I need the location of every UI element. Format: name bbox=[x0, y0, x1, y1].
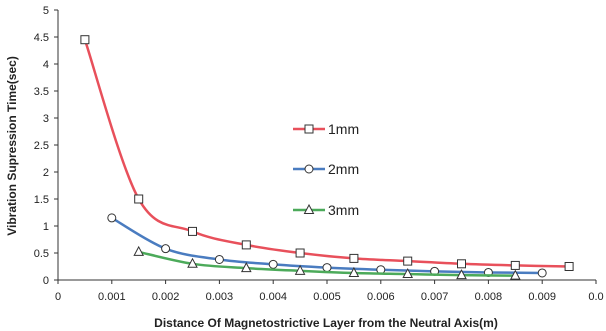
data-point-1mm bbox=[188, 226, 197, 236]
data-point-3mm bbox=[133, 245, 145, 256]
y-tick-label: 5 bbox=[43, 5, 49, 17]
data-point-2mm bbox=[214, 254, 224, 264]
x-tick-label: 0.005 bbox=[313, 291, 341, 303]
data-point-1mm bbox=[403, 256, 413, 266]
y-tick-label: 1 bbox=[43, 221, 49, 233]
x-tick-label: 0.007 bbox=[421, 291, 449, 303]
series-1mm bbox=[80, 35, 574, 271]
data-point-2mm bbox=[161, 244, 171, 254]
data-point-1mm bbox=[349, 253, 359, 263]
data-point-2mm bbox=[268, 259, 278, 269]
data-point-3mm bbox=[509, 269, 521, 280]
legend-label: 3mm bbox=[328, 202, 359, 218]
series-3mm bbox=[133, 245, 521, 280]
series-group bbox=[80, 35, 574, 280]
data-point-1mm bbox=[564, 262, 574, 271]
data-point-2mm bbox=[107, 213, 117, 223]
data-point-3mm bbox=[456, 269, 467, 280]
x-tick-label: 0 bbox=[55, 291, 61, 303]
data-point-1mm bbox=[241, 240, 251, 250]
legend-marker bbox=[303, 203, 315, 214]
data-point-3mm bbox=[187, 257, 198, 268]
data-point-1mm bbox=[295, 248, 305, 258]
legend-label: 2mm bbox=[328, 161, 359, 177]
x-tick-label: 0.001 bbox=[98, 291, 126, 303]
legend-marker bbox=[304, 124, 314, 134]
legend-item-3mm: 3mm bbox=[293, 202, 359, 218]
series-2mm bbox=[107, 213, 547, 278]
x-tick-label: 0.0 bbox=[588, 291, 603, 303]
series-line-1mm bbox=[83, 39, 570, 268]
data-point-3mm bbox=[240, 262, 252, 273]
axes bbox=[57, 10, 596, 281]
legend-item-1mm: 1mm bbox=[293, 121, 359, 137]
data-point-1mm bbox=[457, 259, 466, 269]
x-axis-title: Distance Of Magnetostrictive Layer from … bbox=[154, 316, 498, 330]
x-axis-ticks: 0 0.001 0.002 0.003 0.004 0.005 0.006 0.007 0.00… bbox=[55, 280, 604, 303]
x-tick-label: 0.006 bbox=[367, 291, 395, 303]
data-point-2mm bbox=[322, 263, 332, 273]
data-point-2mm bbox=[537, 268, 547, 278]
data-point-3mm bbox=[348, 266, 360, 277]
data-point-3mm bbox=[402, 267, 414, 279]
y-tick-label: 4.5 bbox=[34, 32, 49, 44]
x-tick-label: 0.002 bbox=[152, 291, 180, 303]
legend-label: 1mm bbox=[328, 121, 359, 137]
data-point-1mm bbox=[134, 194, 144, 204]
series-line-3mm bbox=[138, 250, 516, 277]
data-point-3mm bbox=[294, 264, 306, 275]
y-tick-label: 0 bbox=[43, 275, 49, 287]
data-point-1mm bbox=[80, 35, 90, 45]
legend-marker bbox=[304, 164, 314, 174]
x-tick-label: 0.003 bbox=[206, 291, 234, 303]
y-tick-label: 2.5 bbox=[34, 140, 49, 152]
y-tick-label: 3 bbox=[43, 113, 49, 125]
y-axis-ticks: 0 0.5 1 1.5 2 2.5 3 3.5 4 4.5 5 bbox=[34, 5, 58, 287]
y-tick-label: 2 bbox=[43, 167, 49, 179]
y-tick-label: 1.5 bbox=[34, 194, 49, 206]
y-tick-label: 0.5 bbox=[34, 248, 49, 260]
data-point-1mm bbox=[510, 260, 520, 270]
y-tick-label: 4 bbox=[43, 59, 49, 71]
y-axis-title: Vibration Supression Time(sec) bbox=[5, 56, 19, 236]
x-tick-label: 0.004 bbox=[259, 291, 287, 303]
legend-item-2mm: 2mm bbox=[293, 161, 359, 177]
y-tick-label: 3.5 bbox=[34, 86, 49, 98]
x-tick-label: 0.008 bbox=[475, 291, 503, 303]
x-tick-label: 0.009 bbox=[528, 291, 556, 303]
legend: 1mm 2mm 3mm bbox=[293, 121, 359, 218]
